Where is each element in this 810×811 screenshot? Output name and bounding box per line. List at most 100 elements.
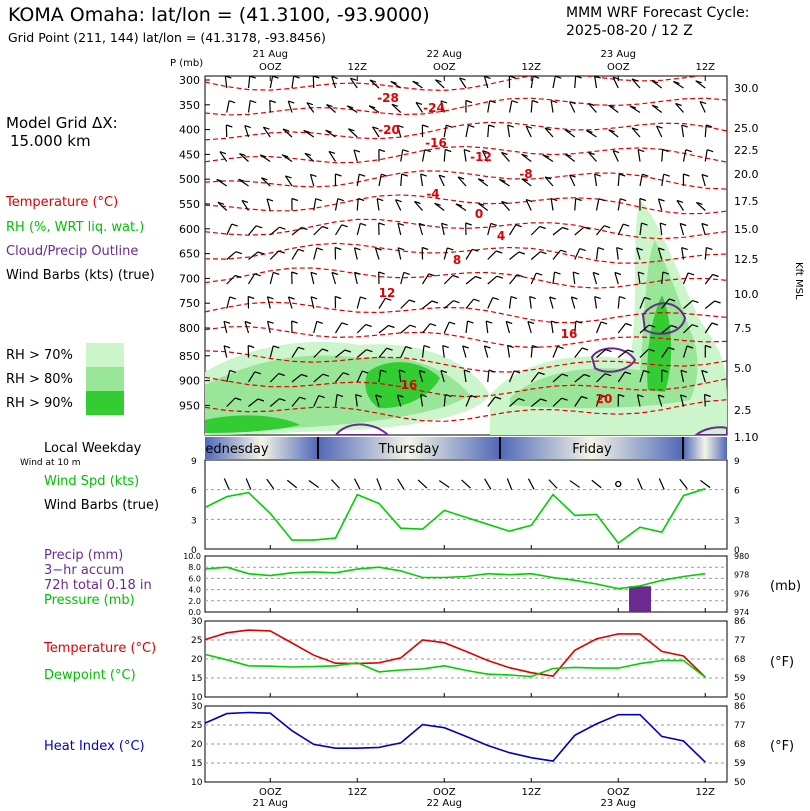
wind-barb-flag	[494, 396, 502, 400]
wind-barb-flag	[652, 104, 659, 108]
wind-barb	[636, 247, 641, 260]
weekday-label: Friday	[572, 442, 612, 457]
wind-barb	[247, 76, 251, 89]
wind-barb	[631, 78, 641, 89]
isotherm-label: 4	[497, 229, 505, 243]
wind-barb-flag	[549, 296, 556, 300]
wind-barb	[608, 129, 619, 138]
cloud-outline-1	[590, 347, 637, 373]
wind-barb-flag	[438, 174, 446, 178]
surface-wind-barb	[330, 479, 341, 489]
heat-ftick: 59	[734, 759, 746, 769]
wind-barb	[217, 201, 228, 211]
wind-barb	[422, 300, 433, 309]
legend-rh70: RH > 70%	[6, 348, 73, 363]
wind-barb-flag	[608, 129, 615, 133]
wind-barb-flag	[656, 125, 663, 129]
wind-barb-flag	[488, 124, 495, 128]
wind-barb	[530, 398, 541, 407]
wind-barb-flag	[465, 222, 472, 226]
wind-barb-flag	[359, 173, 366, 177]
wind-barb-flag	[336, 394, 344, 398]
wind-barb	[400, 149, 404, 162]
wind-barb	[569, 101, 576, 113]
wind-barb-flag	[641, 222, 648, 226]
wind-barb-flag	[562, 226, 569, 231]
wind-barb-flag	[310, 271, 318, 275]
wind-barb-flag	[571, 296, 578, 300]
wind-barb-flag	[586, 129, 593, 134]
wind-barb-flag	[616, 247, 623, 251]
wind-barb	[588, 103, 597, 113]
wind-barb	[443, 247, 448, 260]
wind-barb	[614, 272, 619, 285]
wind-barb	[304, 152, 315, 162]
rh80-swatch	[86, 367, 124, 391]
wind-barb-flag	[366, 349, 373, 353]
wind-barb-flag	[434, 202, 441, 206]
top-time-tick: OOZ	[433, 62, 456, 73]
precip-ytick: 2.0	[188, 597, 201, 606]
wind-ytick-left: 9	[191, 457, 197, 467]
wind-barb-flag	[442, 345, 449, 349]
wind-barb	[651, 104, 663, 113]
wind-barb	[241, 200, 250, 211]
wind-barb-flag	[403, 271, 410, 275]
height-tick: 30.0	[734, 82, 759, 95]
wind-barb	[244, 125, 250, 138]
wind-barb-flag	[350, 77, 357, 81]
wind-barb	[326, 104, 336, 113]
wind-barb-flag	[695, 80, 702, 84]
cloud-outline-0	[641, 302, 687, 335]
precip-bar	[629, 586, 651, 612]
wind-barb-flag	[540, 398, 547, 402]
station-title: KOMA Omaha: lat/lon = (41.3100, -93.9000…	[8, 4, 430, 26]
pressure-tick: 550	[179, 198, 200, 211]
wind-barb	[422, 323, 431, 334]
wind-barb	[550, 100, 554, 113]
wind-barb-flag	[303, 129, 310, 133]
wind-barb-flag	[310, 173, 317, 177]
wind-barb	[616, 247, 619, 260]
precip-ytick: 6.0	[188, 574, 201, 583]
wind-barb-flag	[509, 76, 516, 79]
wind-barb-flag	[488, 369, 496, 373]
wind-barb-flag	[228, 100, 236, 104]
wind-barb-flag	[360, 296, 367, 300]
legend-rh90: RH > 90%	[6, 396, 73, 411]
wind-barb	[612, 150, 619, 162]
wind-barb-flag	[573, 271, 580, 275]
wind-barb	[269, 398, 280, 407]
wind-barb	[443, 275, 454, 285]
wind-barb-flag	[414, 200, 421, 205]
wind-barb-flag	[532, 99, 539, 104]
wind-barb	[224, 76, 228, 89]
wind-ytick-left: 6	[191, 487, 197, 497]
wind-barb	[487, 396, 496, 407]
wind-barb	[501, 201, 510, 211]
wind-barb-flag	[279, 226, 286, 230]
wind-barb-flag	[322, 373, 330, 377]
isotherm-8	[205, 267, 727, 289]
wind-barb-flag	[278, 372, 285, 377]
wind-barb	[395, 199, 402, 211]
wind-barb	[267, 321, 271, 334]
wind-barb-flag	[551, 100, 558, 104]
wind-barb	[226, 397, 236, 407]
wind-barb-flag	[365, 323, 372, 328]
wind-barb-flag	[624, 371, 632, 375]
wind-barb	[334, 198, 339, 211]
wind-barb	[617, 198, 621, 211]
wind-barb-flag	[643, 369, 650, 374]
precip-label: Precip (mm)	[44, 548, 124, 563]
pressure-tick: 900	[179, 375, 200, 388]
wind-barb	[247, 100, 251, 113]
wind-barb-flag	[542, 154, 550, 158]
wind-barb-flag	[225, 76, 232, 79]
heat-ytick: 10	[191, 778, 203, 788]
wind-barb-flag	[507, 124, 514, 128]
wind-barb	[226, 223, 233, 236]
temp-f-unit: (°F)	[770, 655, 795, 670]
wind-barb-flag	[420, 173, 427, 177]
wind-barb	[400, 272, 405, 285]
